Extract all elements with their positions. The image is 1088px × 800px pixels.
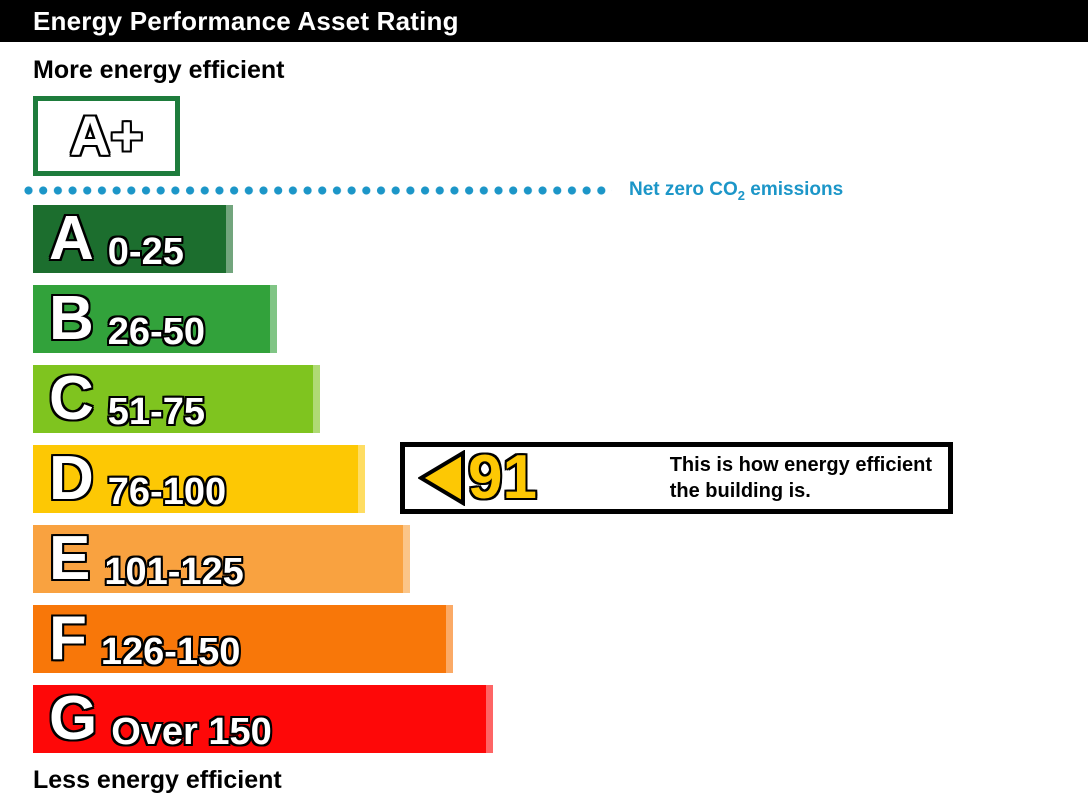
band-range: 126-150: [100, 631, 241, 673]
net-zero-label-tail: emissions: [744, 179, 844, 200]
band-bar-g: G Over 150: [33, 685, 493, 753]
band-range: 26-50: [107, 311, 205, 353]
band-bar-a: A 0-25: [33, 205, 233, 273]
aplus-band-box: A+: [33, 96, 180, 176]
band-bar-c: C 51-75: [33, 365, 320, 433]
band-row-f: F 126-150: [33, 605, 1055, 673]
band-range: Over 150: [111, 711, 272, 753]
net-zero-label: Net zero CO2 emissions: [629, 179, 843, 203]
band-row-e: E 101-125: [33, 525, 1055, 593]
band-range: 0-25: [107, 231, 184, 273]
band-row-b: B 26-50: [33, 285, 1055, 353]
band-row-d: D 76-100 91 This is how energy efficient …: [33, 442, 1055, 514]
aplus-band-letter: A+: [69, 104, 144, 167]
band-letter: D: [49, 444, 94, 513]
band-letter: A: [49, 204, 94, 273]
dotted-line: [24, 186, 612, 196]
band-letter: B: [49, 284, 94, 353]
band-letter: G: [49, 684, 98, 753]
band-letter: F: [49, 604, 87, 673]
net-zero-label-main: Net zero CO: [629, 179, 738, 200]
band-range: 51-75: [107, 391, 205, 433]
more-efficient-label: More energy efficient: [33, 56, 285, 84]
band-row-c: C 51-75: [33, 365, 1055, 433]
title-bar: Energy Performance Asset Rating: [0, 0, 1088, 42]
band-letter: E: [49, 524, 91, 593]
band-range: 101-125: [104, 551, 244, 593]
indicator-arrow-icon: [418, 450, 465, 506]
band-bar-d: D 76-100: [33, 445, 365, 513]
indicator-description-line1: This is how energy efficient: [669, 454, 932, 476]
net-zero-line: Net zero CO2 emissions: [24, 179, 843, 203]
indicator-description: This is how energy efficient the buildin…: [670, 452, 932, 504]
band-bar-b: B 26-50: [33, 285, 277, 353]
net-zero-label-sub: 2: [737, 187, 745, 203]
less-efficient-label: Less energy efficient: [33, 766, 282, 794]
page-title: Energy Performance Asset Rating: [33, 5, 459, 36]
band-bar-f: F 126-150: [33, 605, 453, 673]
indicator-description-line2: the building is.: [669, 480, 811, 502]
band-row-g: G Over 150: [33, 685, 1055, 753]
rating-indicator: 91 This is how energy efficient the buil…: [400, 442, 953, 514]
band-row-a: A 0-25: [33, 205, 1055, 273]
band-range: 76-100: [107, 471, 227, 513]
indicator-value: 91: [468, 443, 537, 512]
bands: A 0-25 B 26-50 C 51-75 D 76-100 91 This is how …: [33, 205, 1055, 765]
band-bar-e: E 101-125: [33, 525, 410, 593]
band-letter: C: [49, 364, 94, 433]
